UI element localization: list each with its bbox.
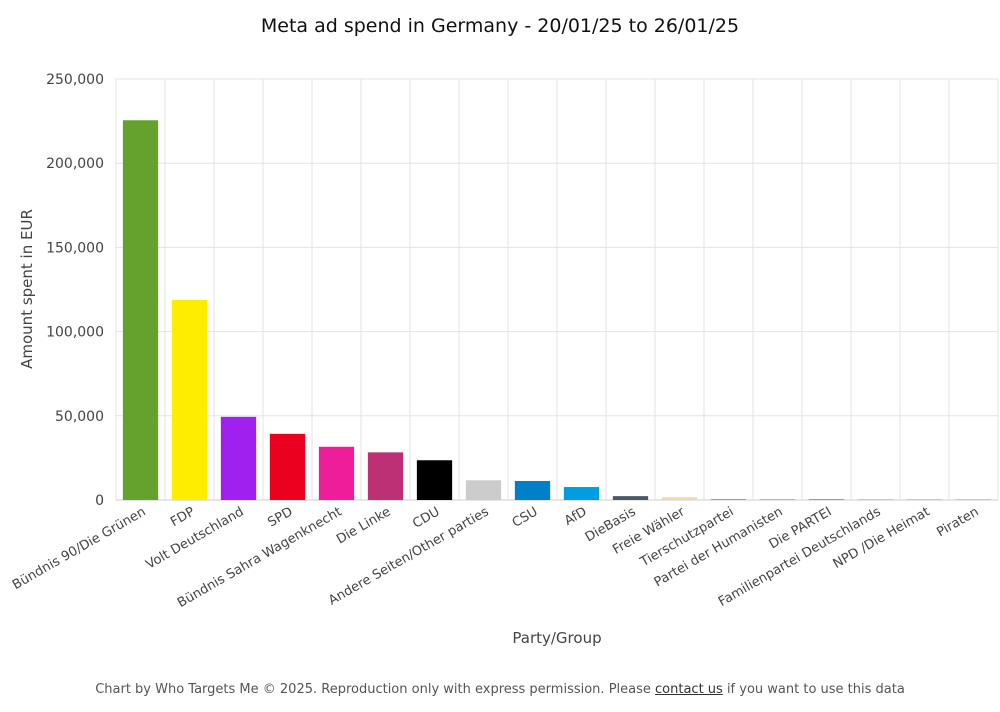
y-tick-label: 0 bbox=[95, 493, 104, 509]
bar[interactable] bbox=[416, 460, 453, 500]
chart-title: Meta ad spend in Germany - 20/01/25 to 2… bbox=[261, 15, 739, 37]
y-tick-label: 200,000 bbox=[46, 156, 104, 172]
footer: Chart by Who Targets Me © 2025. Reproduc… bbox=[0, 682, 1000, 697]
bar[interactable] bbox=[269, 433, 306, 500]
x-tick-label: Andere Seiten/Other parties bbox=[326, 504, 492, 608]
x-axis-label: Party/Group bbox=[512, 629, 601, 647]
bar[interactable] bbox=[808, 499, 845, 500]
y-tick-label: 250,000 bbox=[46, 72, 104, 88]
bar[interactable] bbox=[563, 487, 600, 500]
bar[interactable] bbox=[318, 446, 355, 500]
contact-us-link[interactable]: contact us bbox=[655, 682, 723, 697]
bar[interactable] bbox=[465, 480, 502, 500]
bar[interactable] bbox=[710, 499, 747, 500]
x-tick-label: Bündnis Sahra Wagenknecht bbox=[175, 504, 344, 611]
x-tick-label: Piraten bbox=[934, 504, 981, 540]
bar[interactable] bbox=[122, 120, 159, 501]
y-axis-ticks: 0 50,000 100,000 150,000 200,000 250,000 bbox=[46, 72, 104, 509]
footer-text-end: if you want to use this data bbox=[722, 682, 905, 697]
x-tick-label: AfD bbox=[562, 504, 589, 529]
footer-text: Chart by Who Targets Me © 2025. Reproduc… bbox=[95, 682, 656, 697]
bar[interactable] bbox=[220, 416, 257, 500]
x-tick-label: Bündnis 90/Die Grünen bbox=[10, 504, 148, 593]
bar[interactable] bbox=[759, 499, 796, 500]
y-tick-label: 50,000 bbox=[55, 409, 104, 425]
x-tick-label: SPD bbox=[265, 504, 295, 530]
bar[interactable] bbox=[661, 497, 698, 500]
bar[interactable] bbox=[857, 499, 894, 500]
bar[interactable] bbox=[367, 452, 404, 500]
grid bbox=[115, 78, 999, 501]
x-tick-label: CDU bbox=[410, 504, 442, 531]
y-tick-label: 100,000 bbox=[46, 325, 104, 341]
bar[interactable] bbox=[171, 299, 208, 500]
bar[interactable] bbox=[612, 496, 649, 500]
bar[interactable] bbox=[955, 499, 992, 500]
x-tick-label: CSU bbox=[510, 504, 541, 530]
bar[interactable] bbox=[906, 499, 943, 500]
bar[interactable] bbox=[514, 480, 551, 500]
bar-chart: Meta ad spend in Germany - 20/01/25 to 2… bbox=[10, 15, 999, 647]
y-axis-label: Amount spent in EUR bbox=[18, 209, 36, 369]
x-tick-label: FDP bbox=[168, 504, 198, 530]
x-tick-label: Die Linke bbox=[334, 504, 393, 547]
bars bbox=[122, 120, 992, 501]
y-tick-label: 150,000 bbox=[46, 240, 104, 256]
